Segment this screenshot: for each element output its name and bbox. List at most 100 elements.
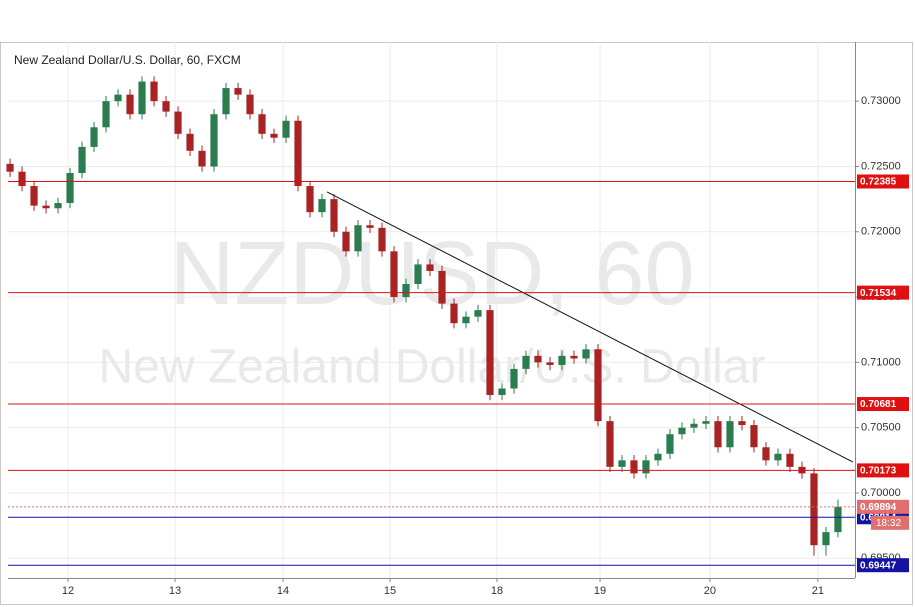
candle-body xyxy=(186,133,194,151)
x-tick-label: 12 xyxy=(62,585,74,597)
candle-body xyxy=(438,270,446,304)
candle-body xyxy=(102,101,110,128)
candle-body xyxy=(210,114,218,167)
candle-body xyxy=(666,434,674,454)
candle-body xyxy=(822,532,830,546)
y-tick-label: 0.72000 xyxy=(861,226,901,238)
candle-body xyxy=(534,355,542,363)
candle-body xyxy=(690,423,698,428)
candle-body xyxy=(810,473,818,546)
candle-body xyxy=(762,447,770,461)
candle-body xyxy=(774,453,782,461)
candle-body xyxy=(510,368,518,389)
candle-body xyxy=(414,264,422,285)
candle-body xyxy=(450,303,458,324)
level-label-box xyxy=(857,174,909,189)
candle-body xyxy=(234,88,242,95)
candle-body xyxy=(606,421,614,467)
x-tick-label: 13 xyxy=(169,585,181,597)
level-label: 0.70681 xyxy=(860,399,897,410)
candle-body xyxy=(198,150,206,167)
timer-label: 18:32 xyxy=(876,518,901,529)
candle-body xyxy=(306,186,314,213)
candle-body xyxy=(330,199,338,232)
candle-body xyxy=(558,355,566,365)
candle-body xyxy=(678,427,686,435)
candle-body xyxy=(270,133,278,138)
candle-body xyxy=(738,421,746,426)
chart-frame xyxy=(0,42,913,605)
candle-body xyxy=(6,163,14,172)
timer-box xyxy=(871,515,909,530)
x-tick-label: 14 xyxy=(277,585,289,597)
candle-body xyxy=(786,453,794,467)
level-label: 0.69447 xyxy=(860,560,897,571)
candle-body xyxy=(222,88,230,115)
current-price-box xyxy=(857,499,909,514)
x-tick-label: 15 xyxy=(384,585,396,597)
candle-body xyxy=(42,205,50,209)
candle-body xyxy=(594,349,602,422)
candle-body xyxy=(726,421,734,448)
candle-body xyxy=(54,203,62,209)
x-tick-label: 19 xyxy=(594,585,606,597)
candle-body xyxy=(318,199,326,213)
y-tick-label: 0.73000 xyxy=(861,95,901,107)
trendline xyxy=(326,191,854,463)
x-tick-label: 18 xyxy=(491,585,503,597)
watermark: NZDUSD, 60 xyxy=(169,224,694,324)
candle-body xyxy=(378,227,386,252)
candle-body xyxy=(78,146,86,173)
candle-body xyxy=(702,421,710,424)
candle-body xyxy=(30,186,38,206)
candle-body xyxy=(294,120,302,187)
candle-body xyxy=(618,460,626,467)
plot xyxy=(6,76,855,566)
candle-body xyxy=(138,81,146,115)
candle-body xyxy=(486,310,494,396)
candle-body xyxy=(462,316,470,324)
candle-body xyxy=(126,94,134,115)
candle-body xyxy=(630,460,638,474)
level-label-box xyxy=(857,558,909,573)
watermark-subtitle: New Zealand Dollar/U.S. Dollar xyxy=(99,341,766,394)
candle-body xyxy=(390,251,398,298)
level-label-box xyxy=(857,463,909,478)
candle-body xyxy=(522,355,530,369)
candle-body xyxy=(66,172,74,204)
current-price-label: 0.69894 xyxy=(860,502,897,513)
candle-body xyxy=(498,388,506,396)
y-tick-label: 0.72500 xyxy=(861,160,901,172)
candle-body xyxy=(90,127,98,147)
level-label: 0.70173 xyxy=(860,466,897,477)
candle-body xyxy=(114,94,122,102)
candle-body xyxy=(642,460,650,474)
candle-body xyxy=(834,506,842,533)
candle-body xyxy=(246,94,254,115)
candle-body xyxy=(402,284,410,298)
candle-body xyxy=(150,81,158,102)
candle-body xyxy=(750,425,758,448)
chart-title: New Zealand Dollar/U.S. Dollar, 60, FXCM xyxy=(14,53,241,67)
candle-body xyxy=(258,114,266,134)
level-label: 0.72385 xyxy=(860,177,897,188)
candle-body xyxy=(18,171,26,187)
x-tick-label: 20 xyxy=(704,585,716,597)
candle-body xyxy=(162,101,170,112)
candle-body xyxy=(342,231,350,252)
candle-body xyxy=(366,225,374,228)
candle-body xyxy=(282,120,290,138)
y-tick-label: 0.71000 xyxy=(861,356,901,368)
candle-body xyxy=(174,111,182,134)
candle-body xyxy=(582,349,590,359)
level-label-box xyxy=(857,285,909,300)
y-tick-label: 0.70500 xyxy=(861,422,901,434)
x-tick-label: 21 xyxy=(812,585,824,597)
level-label: 0.71534 xyxy=(860,288,897,299)
candle-body xyxy=(546,362,554,365)
candle-body xyxy=(714,421,722,448)
y-tick-label: 0.70000 xyxy=(861,487,901,499)
candle-body xyxy=(474,310,482,317)
